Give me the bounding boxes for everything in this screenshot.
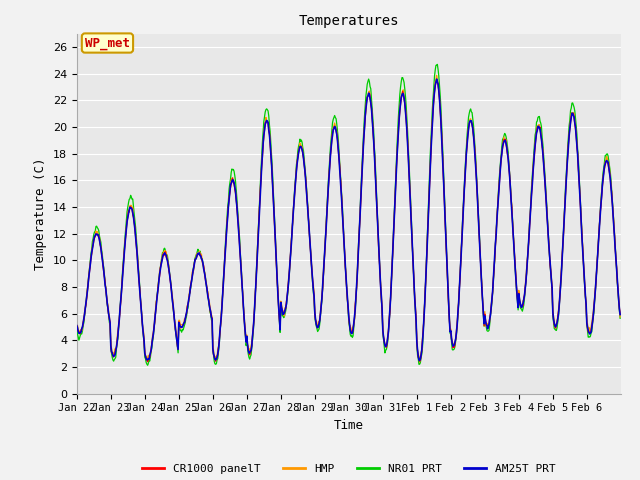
Y-axis label: Temperature (C): Temperature (C) — [35, 157, 47, 270]
Legend: CR1000 panelT, HMP, NR01 PRT, AM25T PRT: CR1000 panelT, HMP, NR01 PRT, AM25T PRT — [138, 459, 560, 478]
X-axis label: Time: Time — [334, 419, 364, 432]
Title: Temperatures: Temperatures — [298, 14, 399, 28]
Text: WP_met: WP_met — [85, 36, 130, 49]
